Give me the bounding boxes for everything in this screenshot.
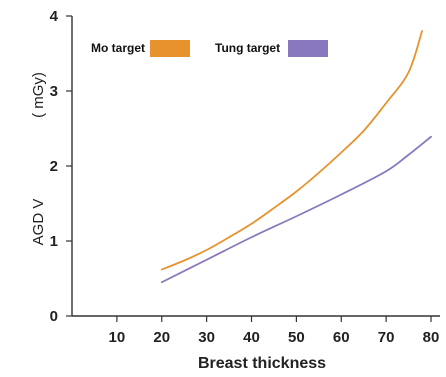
x-tick-label: 40 bbox=[243, 329, 260, 346]
y-tick-label: 4 bbox=[50, 8, 59, 25]
legend-label-tung: Tung target bbox=[215, 41, 280, 55]
series-layer bbox=[160, 30, 432, 284]
x-tick-label: 20 bbox=[153, 329, 170, 346]
series-line-tung-target bbox=[160, 135, 432, 284]
x-tick-label: 50 bbox=[288, 329, 305, 346]
y-tick-label: 1 bbox=[50, 233, 58, 250]
y-axis-title: AGD V bbox=[30, 199, 47, 246]
y-tick-label: 2 bbox=[50, 158, 58, 175]
x-ticks: 10 20 30 40 50 60 70 80 bbox=[109, 316, 440, 346]
x-axis-title: Breast thickness bbox=[198, 355, 326, 372]
x-tick-label: 10 bbox=[109, 329, 126, 346]
y-ticks: 0 1 2 3 4 bbox=[50, 8, 72, 325]
x-tick-label: 70 bbox=[378, 329, 395, 346]
y-tick-label: 3 bbox=[50, 83, 58, 100]
legend-swatch-mo bbox=[150, 40, 190, 57]
legend-label-mo: Mo target bbox=[91, 41, 145, 55]
axes bbox=[71, 16, 440, 317]
legend: Mo target Tung target bbox=[91, 40, 328, 57]
series-line-mo-target bbox=[160, 30, 423, 271]
legend-swatch-tung bbox=[288, 40, 328, 57]
y-axis-unit: ( mGy) bbox=[30, 72, 47, 118]
x-tick-label: 60 bbox=[333, 329, 350, 346]
y-tick-label: 0 bbox=[50, 308, 58, 325]
x-tick-label: 30 bbox=[198, 329, 215, 346]
x-tick-label: 80 bbox=[423, 329, 440, 346]
